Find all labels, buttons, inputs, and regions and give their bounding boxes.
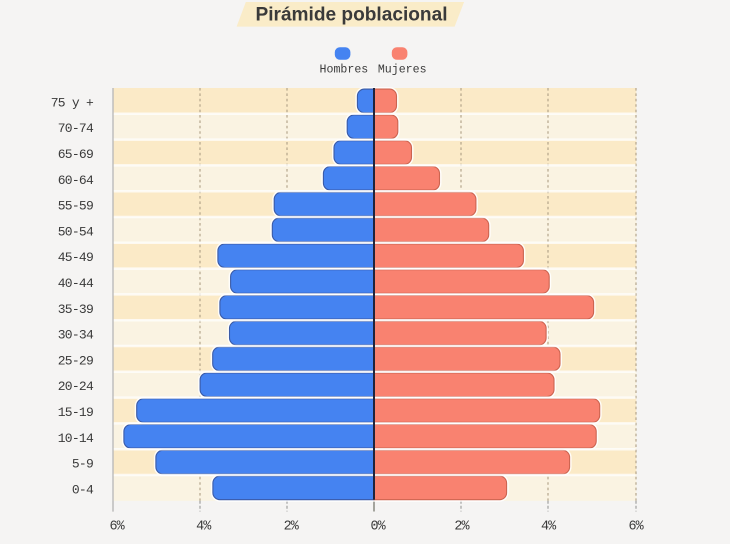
svg-text:60-64: 60-64 [58,173,94,188]
svg-text:50-54: 50-54 [58,224,94,239]
svg-text:2%: 2% [284,519,300,534]
svg-text:6%: 6% [110,519,126,534]
svg-text:65-69: 65-69 [58,147,93,162]
svg-text:75 y +: 75 y + [51,95,94,110]
svg-text:Hombres: Hombres [320,64,369,77]
svg-text:55-59: 55-59 [58,199,93,214]
svg-text:40-44: 40-44 [58,276,94,291]
svg-text:4%: 4% [196,519,212,534]
svg-text:0-4: 0-4 [72,482,94,497]
svg-text:5-9: 5-9 [72,457,93,472]
svg-text:30-34: 30-34 [58,328,94,343]
svg-text:45-49: 45-49 [58,250,93,265]
svg-text:25-29: 25-29 [58,353,93,368]
svg-text:2%: 2% [454,519,470,534]
svg-text:70-74: 70-74 [58,121,94,136]
svg-text:Mujeres: Mujeres [378,64,427,77]
svg-text:10-14: 10-14 [58,431,94,446]
svg-text:0%: 0% [370,519,386,534]
svg-text:15-19: 15-19 [58,405,93,420]
svg-text:20-24: 20-24 [58,379,94,394]
svg-text:4%: 4% [541,519,557,534]
svg-text:35-39: 35-39 [58,302,93,317]
svg-text:Pirámide poblacional: Pirámide poblacional [255,4,447,25]
svg-text:6%: 6% [628,519,644,534]
